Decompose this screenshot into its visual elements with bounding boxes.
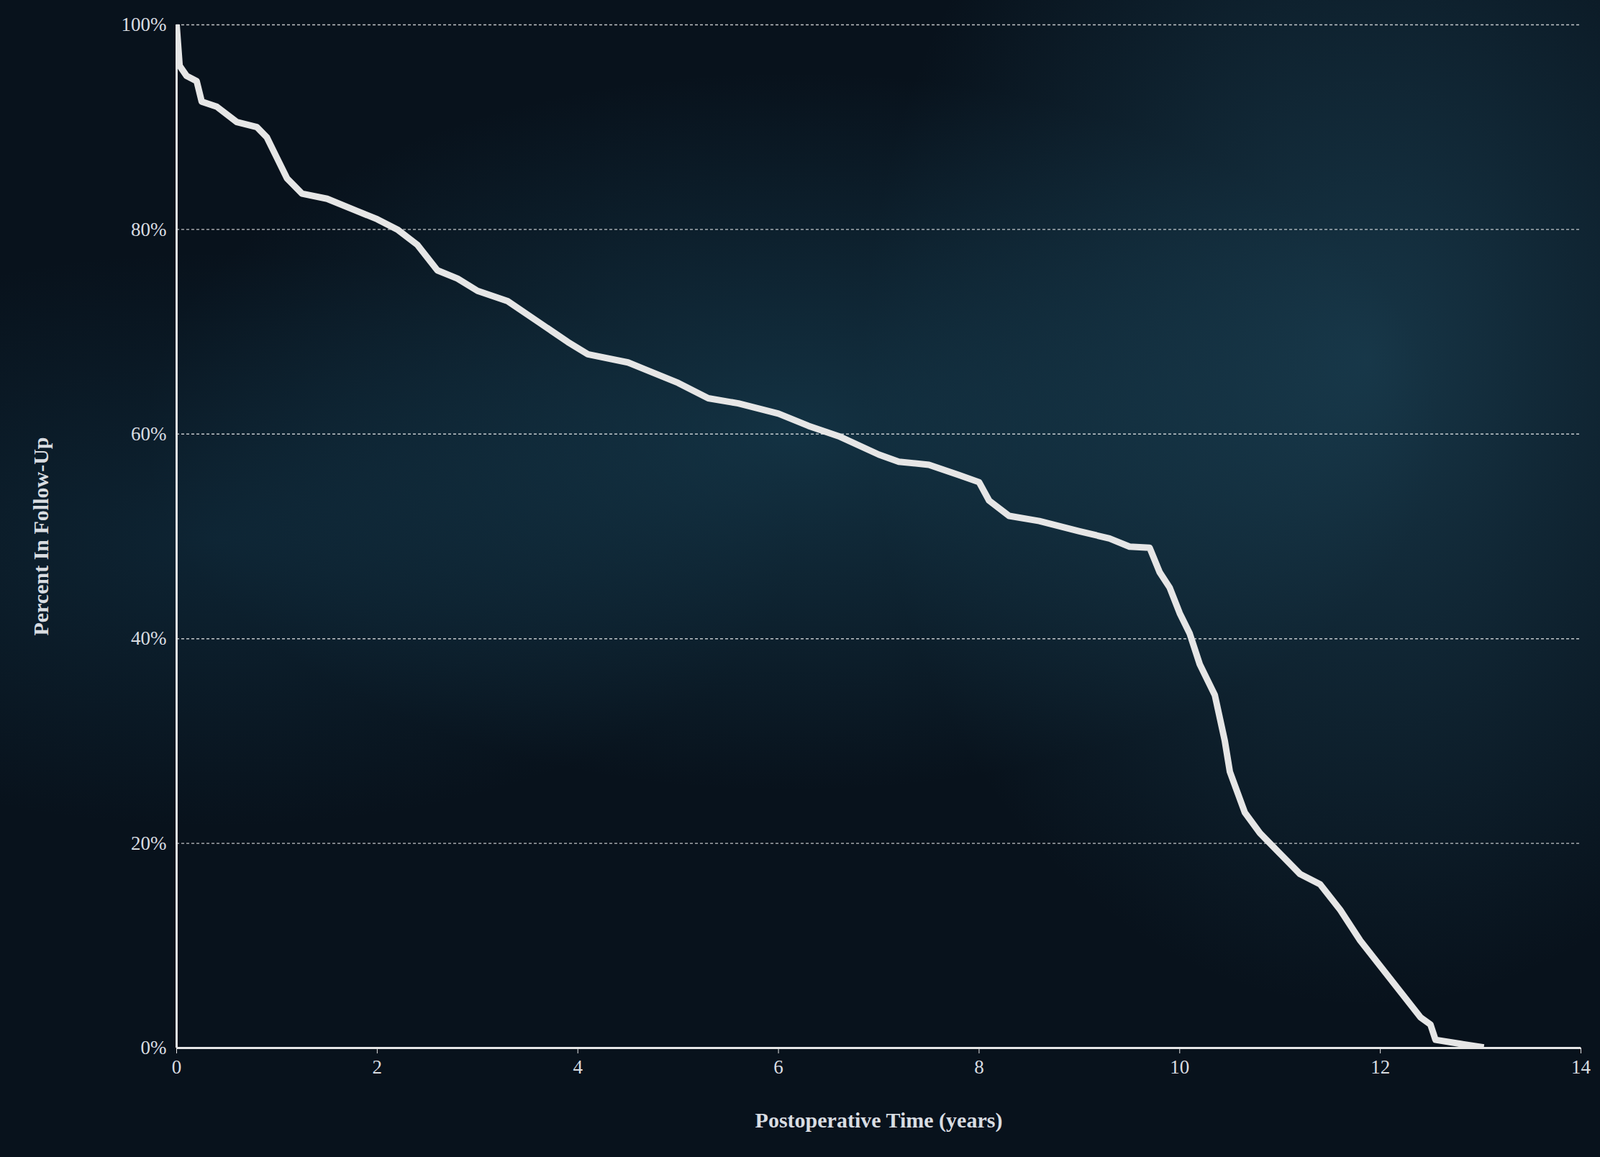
svg-text:Postoperative Time (years): Postoperative Time (years) [755, 1107, 1003, 1133]
svg-text:0%: 0% [141, 1036, 167, 1059]
svg-text:10: 10 [1169, 1056, 1190, 1078]
svg-text:0: 0 [171, 1056, 183, 1078]
svg-text:40%: 40% [130, 627, 167, 649]
svg-text:14: 14 [1571, 1056, 1592, 1078]
svg-text:8: 8 [974, 1056, 985, 1078]
svg-text:6: 6 [773, 1056, 784, 1078]
svg-text:80%: 80% [130, 218, 167, 241]
svg-text:12: 12 [1370, 1056, 1390, 1078]
svg-text:2: 2 [372, 1056, 383, 1078]
svg-text:Percent In Follow-Up: Percent In Follow-Up [28, 436, 53, 636]
svg-text:100%: 100% [121, 13, 167, 36]
svg-text:4: 4 [572, 1056, 583, 1078]
svg-text:60%: 60% [130, 423, 167, 445]
svg-text:20%: 20% [130, 832, 167, 854]
